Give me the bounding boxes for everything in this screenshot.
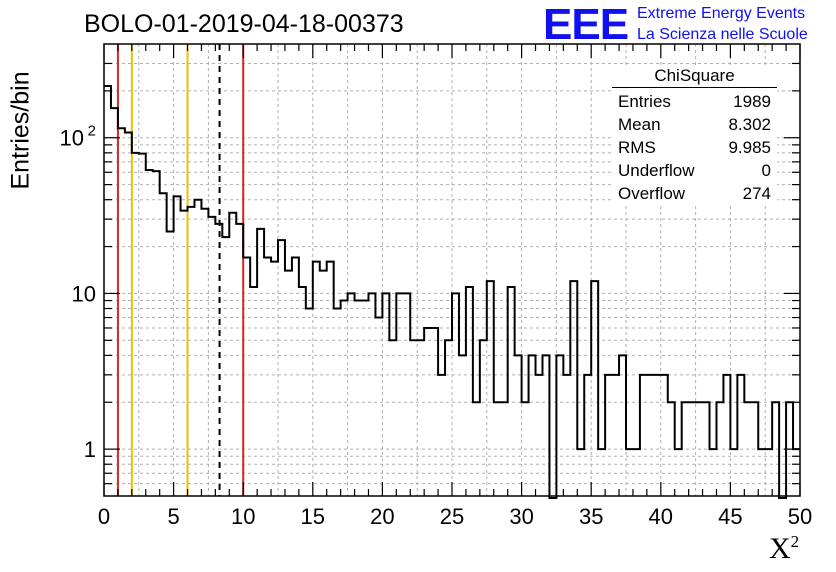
x-tick-label: 5 bbox=[167, 504, 179, 529]
y-tick-label: 1 bbox=[84, 437, 96, 462]
y-tick-label: 10 bbox=[72, 281, 96, 306]
x-tick-label: 40 bbox=[649, 504, 673, 529]
x-tick-label: 30 bbox=[509, 504, 533, 529]
x-tick-label: 25 bbox=[440, 504, 464, 529]
y-tick-label: 10 bbox=[60, 126, 84, 151]
stats-row-rms: RMS 9.985 bbox=[612, 136, 777, 159]
stats-row-mean: Mean 8.302 bbox=[612, 113, 777, 136]
stats-box: ChiSquare Entries 1989 Mean 8.302 RMS 9.985… bbox=[612, 66, 777, 205]
logo-line-1: Extreme Energy Events bbox=[637, 5, 806, 22]
x-axis-label: X2 bbox=[769, 532, 799, 566]
x-tick-label: 20 bbox=[370, 504, 394, 529]
x-tick-label: 35 bbox=[579, 504, 603, 529]
x-tick-label: 45 bbox=[718, 504, 742, 529]
grid-lines bbox=[104, 44, 800, 496]
stats-label: Mean bbox=[618, 115, 661, 134]
stats-label: RMS bbox=[618, 138, 656, 157]
stats-value: 8.302 bbox=[728, 115, 771, 134]
stats-title: ChiSquare bbox=[612, 66, 777, 88]
y-tick-label-sup: 2 bbox=[88, 123, 96, 140]
histogram-series bbox=[104, 84, 800, 499]
stats-value: 1989 bbox=[733, 92, 771, 111]
eee-logo: EEE bbox=[543, 0, 629, 49]
x-axis: 0 5 10 15 20 25 30 35 40 45 50 bbox=[98, 44, 812, 529]
logo-line-2: La Scienza nelle Scuole bbox=[637, 26, 808, 43]
stats-row-underflow: Underflow 0 bbox=[612, 159, 777, 182]
chart-title: BOLO-01-2019-04-18-00373 bbox=[84, 10, 404, 38]
stats-row-entries: Entries 1989 bbox=[612, 90, 777, 113]
x-tick-label: 50 bbox=[788, 504, 812, 529]
x-axis-label-base: X bbox=[769, 532, 791, 565]
stats-value: 274 bbox=[742, 184, 771, 203]
stats-value: 0 bbox=[761, 161, 771, 180]
x-axis-label-sup: 2 bbox=[790, 532, 800, 551]
stats-label: Underflow bbox=[618, 161, 695, 180]
x-tick-label: 0 bbox=[98, 504, 110, 529]
x-tick-label: 10 bbox=[231, 504, 255, 529]
y-axis-label-box: Entries/bin bbox=[4, 71, 38, 190]
marker-lines bbox=[116, 44, 245, 496]
stats-value: 9.985 bbox=[728, 138, 771, 157]
logo-caption: Extreme Energy Events La Scienza nelle S… bbox=[637, 3, 808, 45]
y-axis-label: Entries/bin bbox=[6, 71, 35, 190]
stats-row-overflow: Overflow 274 bbox=[612, 182, 777, 205]
stats-label: Overflow bbox=[618, 184, 686, 203]
x-tick-label: 15 bbox=[301, 504, 325, 529]
stats-label: Entries bbox=[618, 92, 671, 111]
